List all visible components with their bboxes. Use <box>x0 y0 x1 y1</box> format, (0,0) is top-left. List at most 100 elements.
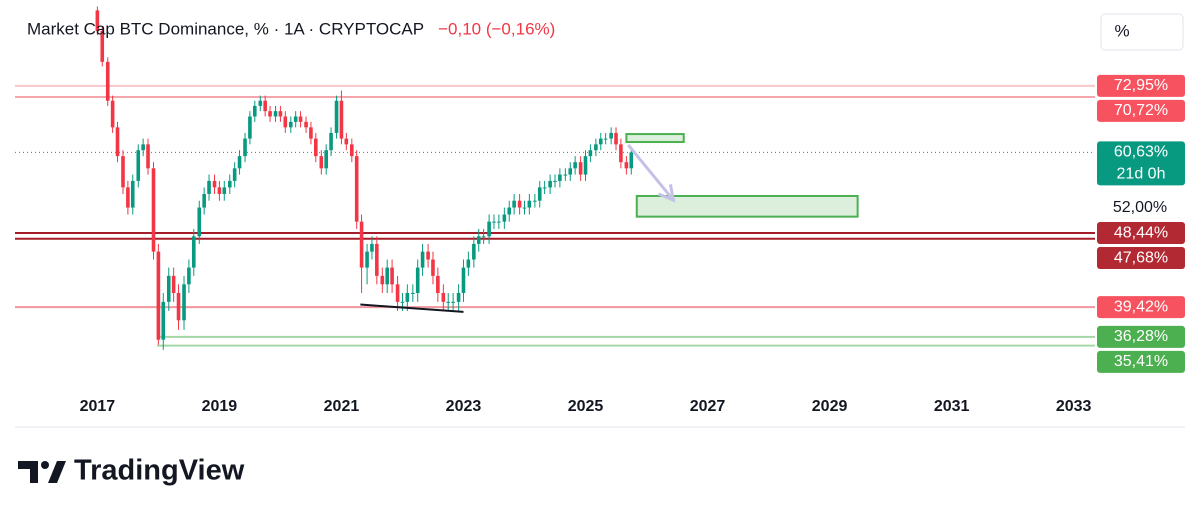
candle-body <box>110 100 115 128</box>
candle-body <box>451 301 455 303</box>
price-tag-label: 47,68% <box>1114 249 1168 266</box>
candle-body <box>466 259 471 268</box>
price-tag-label: 72,95% <box>1114 77 1168 94</box>
candle-body <box>446 301 451 303</box>
candle-body <box>472 243 476 260</box>
x-tick-label: 2021 <box>324 398 360 415</box>
candle-body <box>105 61 110 101</box>
candle-body <box>405 292 410 302</box>
countdown-label: 21d 0h <box>1117 166 1166 183</box>
candle-body <box>441 292 446 302</box>
candle-body <box>283 116 288 128</box>
candle-body <box>304 121 308 128</box>
price-tag <box>1097 247 1185 270</box>
candle-body <box>558 174 562 181</box>
x-tick-label: 2023 <box>446 398 482 415</box>
x-tick-label: 2017 <box>80 398 116 415</box>
candle-body <box>568 168 573 175</box>
candle-body <box>176 292 181 321</box>
candle-body <box>476 236 481 244</box>
candle-body <box>146 144 150 169</box>
candle-body <box>309 127 313 139</box>
candle-body <box>365 251 369 268</box>
candle-body <box>420 251 425 268</box>
candle-body <box>583 156 588 175</box>
candle-body <box>339 100 344 139</box>
price-tag <box>1097 350 1185 373</box>
price-tag <box>1097 325 1185 348</box>
chart-title: Market Cap BTC Dominance, % · 1A · CRYPT… <box>27 19 424 38</box>
x-tick-label: 2019 <box>202 398 238 415</box>
price-tag <box>1097 99 1185 122</box>
x-tick-label: 2029 <box>812 398 848 415</box>
candle-body <box>507 207 512 215</box>
candle-body <box>207 180 211 194</box>
candle-body <box>182 284 186 321</box>
candle-body <box>370 243 374 252</box>
candle-body <box>288 121 293 128</box>
candle-body <box>431 259 435 276</box>
candle-body <box>400 301 405 303</box>
candle-body <box>522 207 527 209</box>
x-tick-label: 2027 <box>690 398 726 415</box>
candle-body <box>263 100 267 112</box>
candle-body <box>293 116 298 122</box>
x-tick-label: 2033 <box>1056 398 1092 415</box>
candle-body <box>426 251 430 260</box>
scale-button-label[interactable]: % <box>1114 21 1129 40</box>
candle-body <box>629 152 634 169</box>
candle-body <box>100 30 105 62</box>
plot-area <box>15 6 1095 350</box>
candle-body <box>126 187 130 208</box>
candle-body <box>268 111 272 117</box>
candle-body <box>227 180 232 188</box>
trend-line <box>360 303 464 313</box>
price-tag <box>1097 74 1185 97</box>
price-tag <box>1097 222 1185 245</box>
candle-body <box>563 174 568 176</box>
candle-body <box>553 180 557 182</box>
candle-body <box>354 156 359 222</box>
candle-body <box>141 144 145 151</box>
brand: TradingView <box>74 455 245 487</box>
candle-body <box>573 162 577 169</box>
price-tag <box>1097 141 1185 186</box>
candle-body <box>248 116 252 139</box>
logo-icon <box>18 461 66 483</box>
candle-body <box>161 301 166 340</box>
candle-body <box>243 138 247 157</box>
target-box <box>635 194 859 218</box>
projection-arrow <box>627 143 675 201</box>
candle-body <box>334 100 339 133</box>
candle-body <box>456 292 461 302</box>
candle-body <box>492 221 496 223</box>
candle-body <box>232 168 237 181</box>
candle-body <box>542 187 547 189</box>
candle-body <box>380 275 385 285</box>
candle-body <box>217 187 222 194</box>
candle-body <box>191 236 196 268</box>
candle-body <box>588 150 593 157</box>
candle-body <box>497 221 501 223</box>
candle-body <box>502 214 507 222</box>
candle-body <box>298 116 303 122</box>
candle-body <box>598 138 603 145</box>
candle-body <box>115 127 120 157</box>
x-tick-label: 2031 <box>934 398 970 415</box>
price-tag-label: 70,72% <box>1114 102 1168 119</box>
candle-body <box>548 180 552 188</box>
price-tag-label: 48,44% <box>1114 224 1168 241</box>
scale-button[interactable] <box>1100 13 1184 51</box>
candle-body <box>171 275 176 293</box>
price-tag-label: 36,28% <box>1114 328 1168 345</box>
candle-body <box>512 200 516 208</box>
candle-body <box>187 267 191 285</box>
candle-body <box>624 162 629 169</box>
price-axis: 72,95% 70,72% 60,63% 21d 0h 52,00% 48,44% 47,6… <box>1095 74 1185 373</box>
price-tag <box>1097 296 1185 319</box>
candle-body <box>411 292 415 294</box>
candle-body <box>350 144 354 157</box>
candle-body <box>278 111 283 117</box>
